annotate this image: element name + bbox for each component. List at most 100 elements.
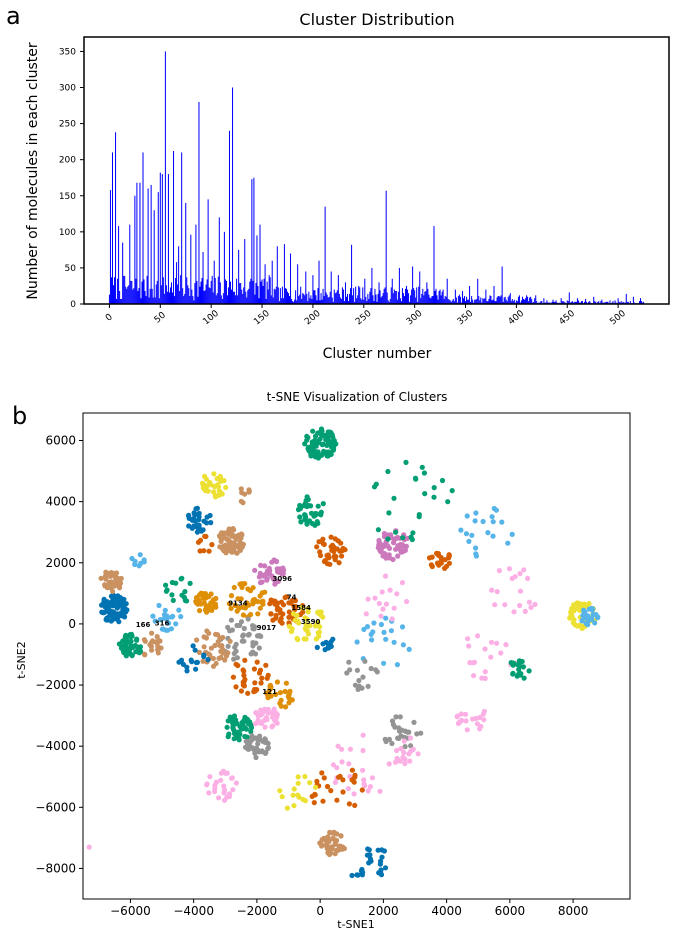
bar: [287, 293, 290, 304]
scatter-point: [382, 573, 389, 579]
scatter-point: [509, 531, 515, 538]
bar: [479, 300, 481, 304]
bar: [200, 281, 202, 304]
bar: [334, 293, 336, 304]
cluster-annotation: 316: [155, 619, 170, 627]
bar: [281, 286, 283, 304]
bar: [165, 285, 167, 304]
bar: [527, 296, 529, 304]
scatter-point: [517, 571, 523, 577]
scatter-point: [217, 643, 223, 649]
scatter-point: [215, 639, 221, 645]
scatter-point: [207, 512, 213, 519]
scatter-point: [391, 495, 397, 501]
scatter-point: [400, 642, 406, 648]
bar: [174, 296, 176, 304]
scatter-point: [201, 634, 207, 640]
scatter-point: [304, 433, 310, 439]
scatter-point: [98, 575, 104, 581]
scatter-point: [254, 659, 260, 665]
scatter-point: [223, 550, 229, 556]
bar: [163, 293, 165, 304]
scatter-point: [466, 643, 472, 649]
scatter-point: [107, 613, 113, 619]
scatter-point: [278, 615, 284, 622]
scatter-point: [493, 507, 499, 513]
bar: [503, 297, 505, 304]
scatter-point: [395, 543, 401, 549]
bar: [279, 288, 281, 304]
bar: [574, 301, 576, 304]
scatter-point: [517, 588, 524, 594]
scatter-point: [229, 775, 235, 781]
scatter-point: [383, 601, 389, 607]
bar: [376, 301, 378, 304]
bar: [262, 285, 264, 304]
y-tick-label: −4000: [35, 739, 76, 753]
bar: [110, 277, 112, 304]
bar: [176, 262, 178, 304]
scatter-point: [579, 617, 586, 624]
bar: [252, 280, 254, 304]
bar: [166, 291, 168, 304]
scatter-point: [265, 746, 271, 752]
scatter-point: [298, 519, 304, 525]
scatter-point: [221, 783, 227, 789]
scatter-point: [592, 620, 598, 626]
bar: [459, 296, 461, 304]
scatter-point: [123, 601, 129, 607]
bar: [282, 298, 284, 304]
bar: [618, 301, 620, 304]
scatter-plot-frame: [82, 412, 631, 900]
scatter-point: [295, 618, 301, 624]
scatter-point: [182, 589, 188, 595]
scatter-point: [368, 665, 374, 672]
scatter-point: [398, 733, 404, 739]
scatter-point: [363, 611, 369, 617]
scatter-point: [463, 718, 469, 724]
bar: [614, 300, 616, 304]
scatter-point: [320, 798, 326, 804]
scatter-point: [216, 795, 222, 801]
bar: [396, 299, 398, 304]
bar: [399, 298, 401, 304]
bar: [567, 301, 569, 304]
scatter-point: [321, 835, 327, 842]
scatter-point: [434, 560, 441, 566]
bar: [450, 301, 452, 304]
bar: [448, 299, 450, 304]
scatter-point: [240, 612, 246, 618]
scatter-point: [481, 708, 487, 714]
scatter-point: [510, 660, 516, 666]
scatter-point: [268, 684, 274, 690]
bar: [312, 275, 314, 304]
scatter-point: [309, 444, 315, 450]
scatter-point: [381, 660, 387, 666]
scatter-point: [238, 688, 244, 694]
bar: [199, 286, 201, 304]
scatter-point: [365, 596, 371, 602]
scatter-point: [492, 602, 498, 608]
scatter-point: [449, 488, 455, 494]
scatter-point: [473, 551, 479, 557]
scatter-point: [360, 732, 366, 738]
bar: [267, 289, 269, 304]
bar: [424, 291, 426, 304]
scatter-point: [376, 600, 382, 607]
scatter-point: [278, 697, 284, 704]
scatter-point: [248, 611, 254, 618]
bar: [546, 300, 548, 304]
scatter-point: [297, 514, 303, 520]
bar: [340, 298, 342, 304]
x-tick-label: 200: [303, 308, 323, 327]
scatter-point: [574, 623, 581, 629]
scatter-point: [275, 578, 281, 584]
bar: [245, 291, 247, 304]
scatter-point: [128, 638, 134, 644]
bar: [441, 291, 443, 304]
scatter-point: [499, 519, 505, 525]
bar: [286, 291, 288, 304]
bar: [214, 278, 216, 304]
scatter-point: [400, 535, 406, 541]
bar: [393, 289, 395, 304]
